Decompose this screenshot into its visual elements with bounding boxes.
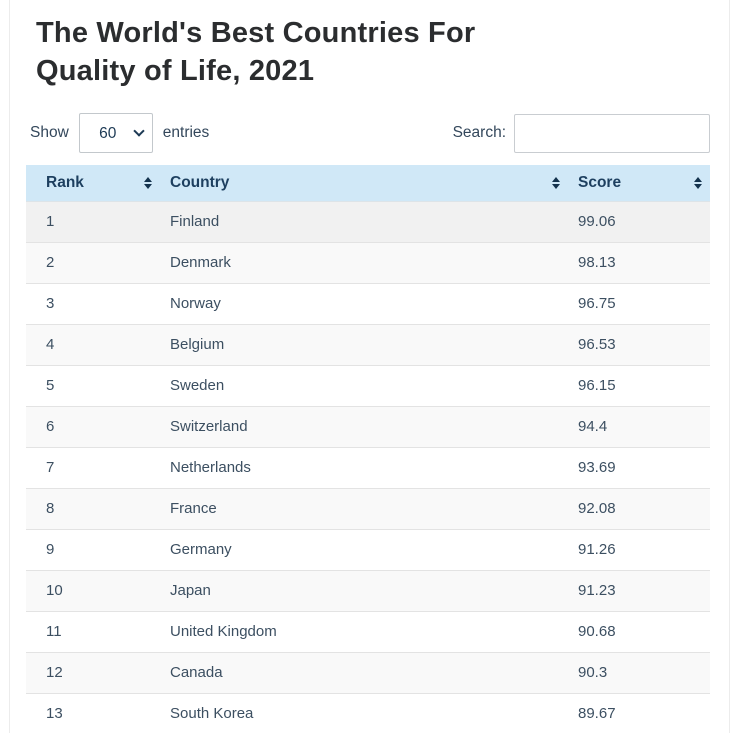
cell-rank: 5 [26, 364, 160, 406]
cell-rank: 2 [26, 241, 160, 283]
table-row: 6 Switzerland 94.4 [26, 405, 710, 447]
cell-score: 91.26 [568, 528, 710, 570]
table-row: 3 Norway 96.75 [26, 282, 710, 324]
table-row: 2 Denmark 98.13 [26, 241, 710, 283]
search-control: Search: [452, 113, 710, 153]
cell-score: 90.3 [568, 651, 710, 693]
page-title-line1: The World's Best Countries For [36, 17, 476, 49]
table-row: 9 Germany 91.26 [26, 528, 710, 570]
cell-country: South Korea [160, 692, 568, 733]
cell-country: Sweden [160, 364, 568, 406]
cell-rank: 9 [26, 528, 160, 570]
page-title-line2: Quality of Life, 2021 [36, 55, 315, 87]
cell-score: 98.13 [568, 241, 710, 283]
column-header-score[interactable]: Score [568, 165, 710, 202]
cell-rank: 1 [26, 200, 160, 242]
table-row: 8 France 92.08 [26, 487, 710, 529]
cell-score: 96.75 [568, 282, 710, 324]
countries-table: Rank Country Score 1 Finland 99.06 2 Denmark… [26, 165, 710, 733]
column-header-country[interactable]: Country [160, 165, 568, 202]
cell-score: 91.23 [568, 569, 710, 611]
sort-icon[interactable] [144, 176, 152, 189]
cell-rank: 3 [26, 282, 160, 324]
cell-country: Switzerland [160, 405, 568, 447]
cell-rank: 11 [26, 610, 160, 652]
search-label: Search: [452, 124, 506, 141]
page-title: The World's Best Countries For Quality o… [36, 14, 696, 90]
table-header: Rank Country Score [26, 165, 710, 202]
cell-country: United Kingdom [160, 610, 568, 652]
column-header-rank[interactable]: Rank [26, 165, 160, 202]
column-header-country-label: Country [170, 173, 230, 191]
show-label: Show [30, 124, 69, 141]
table-body: 1 Finland 99.06 2 Denmark 98.13 3 Norway 96.75 4 B… [26, 200, 710, 733]
cell-country: Belgium [160, 323, 568, 365]
cell-country: Finland [160, 200, 568, 242]
cell-rank: 13 [26, 692, 160, 733]
cell-score: 99.06 [568, 200, 710, 242]
table-row: 12 Canada 90.3 [26, 651, 710, 693]
entries-select[interactable]: 60 [78, 113, 153, 153]
cell-score: 96.15 [568, 364, 710, 406]
cell-country: France [160, 487, 568, 529]
cell-country: Norway [160, 282, 568, 324]
table-row: 4 Belgium 96.53 [26, 323, 710, 365]
cell-score: 89.67 [568, 692, 710, 733]
table-row: 13 South Korea 89.67 [26, 692, 710, 733]
cell-rank: 12 [26, 651, 160, 693]
table-row: 7 Netherlands 93.69 [26, 446, 710, 488]
cell-rank: 8 [26, 487, 160, 529]
entries-select-wrap: 60 [78, 113, 153, 153]
cell-score: 90.68 [568, 610, 710, 652]
cell-score: 93.69 [568, 446, 710, 488]
cell-score: 96.53 [568, 323, 710, 365]
cell-country: Netherlands [160, 446, 568, 488]
column-header-rank-label: Rank [46, 173, 84, 191]
table-row: 10 Japan 91.23 [26, 569, 710, 611]
cell-country: Germany [160, 528, 568, 570]
table-row: 1 Finland 99.06 [26, 200, 710, 242]
search-input[interactable] [514, 113, 710, 153]
table-row: 11 United Kingdom 90.68 [26, 610, 710, 652]
cell-country: Denmark [160, 241, 568, 283]
sort-icon[interactable] [552, 176, 560, 189]
cell-country: Canada [160, 651, 568, 693]
cell-rank: 10 [26, 569, 160, 611]
column-header-score-label: Score [578, 173, 622, 191]
table-controls: Show 60 entries Search: [26, 113, 710, 153]
header-row: Rank Country Score [26, 165, 710, 202]
cell-country: Japan [160, 569, 568, 611]
cell-score: 94.4 [568, 405, 710, 447]
table-row: 5 Sweden 96.15 [26, 364, 710, 406]
entries-length-control: Show 60 entries [26, 113, 209, 153]
cell-rank: 6 [26, 405, 160, 447]
sort-icon[interactable] [694, 176, 702, 189]
cell-rank: 7 [26, 446, 160, 488]
cell-rank: 4 [26, 323, 160, 365]
entries-label: entries [162, 124, 210, 141]
cell-score: 92.08 [568, 487, 710, 529]
